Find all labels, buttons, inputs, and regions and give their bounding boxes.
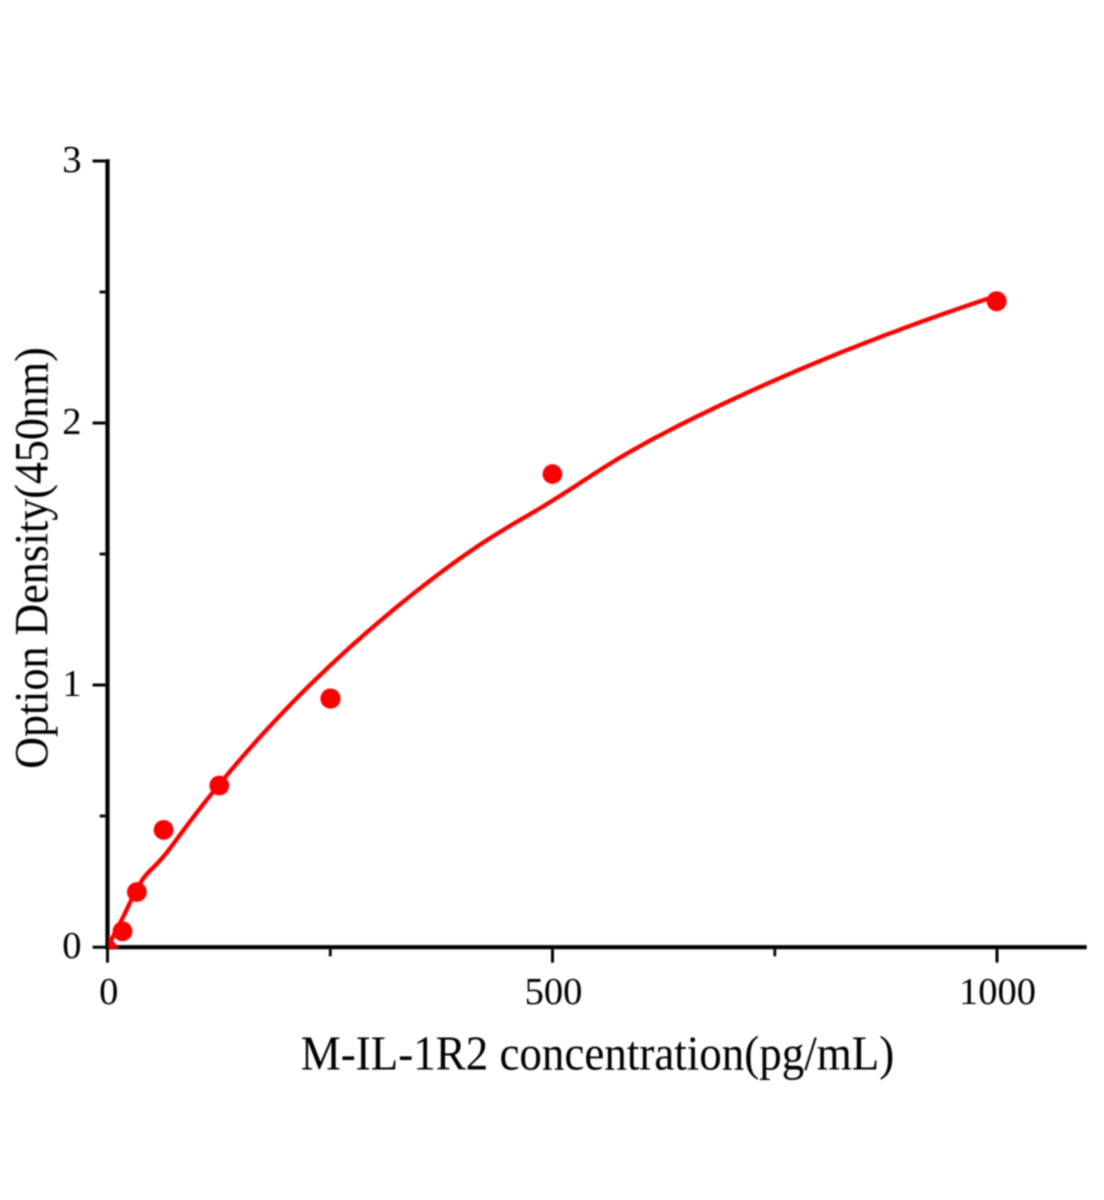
svg-text:Option Density(450nm): Option Density(450nm) [5,347,58,769]
svg-text:1000: 1000 [959,971,1036,1013]
svg-text:0: 0 [62,925,81,967]
svg-text:3: 3 [62,139,81,181]
svg-text:M-IL-1R2 concentration(pg/mL): M-IL-1R2 concentration(pg/mL) [301,1027,894,1081]
svg-text:1: 1 [62,663,81,705]
svg-text:0: 0 [99,971,118,1013]
svg-text:2: 2 [62,401,81,443]
svg-text:500: 500 [525,971,583,1013]
